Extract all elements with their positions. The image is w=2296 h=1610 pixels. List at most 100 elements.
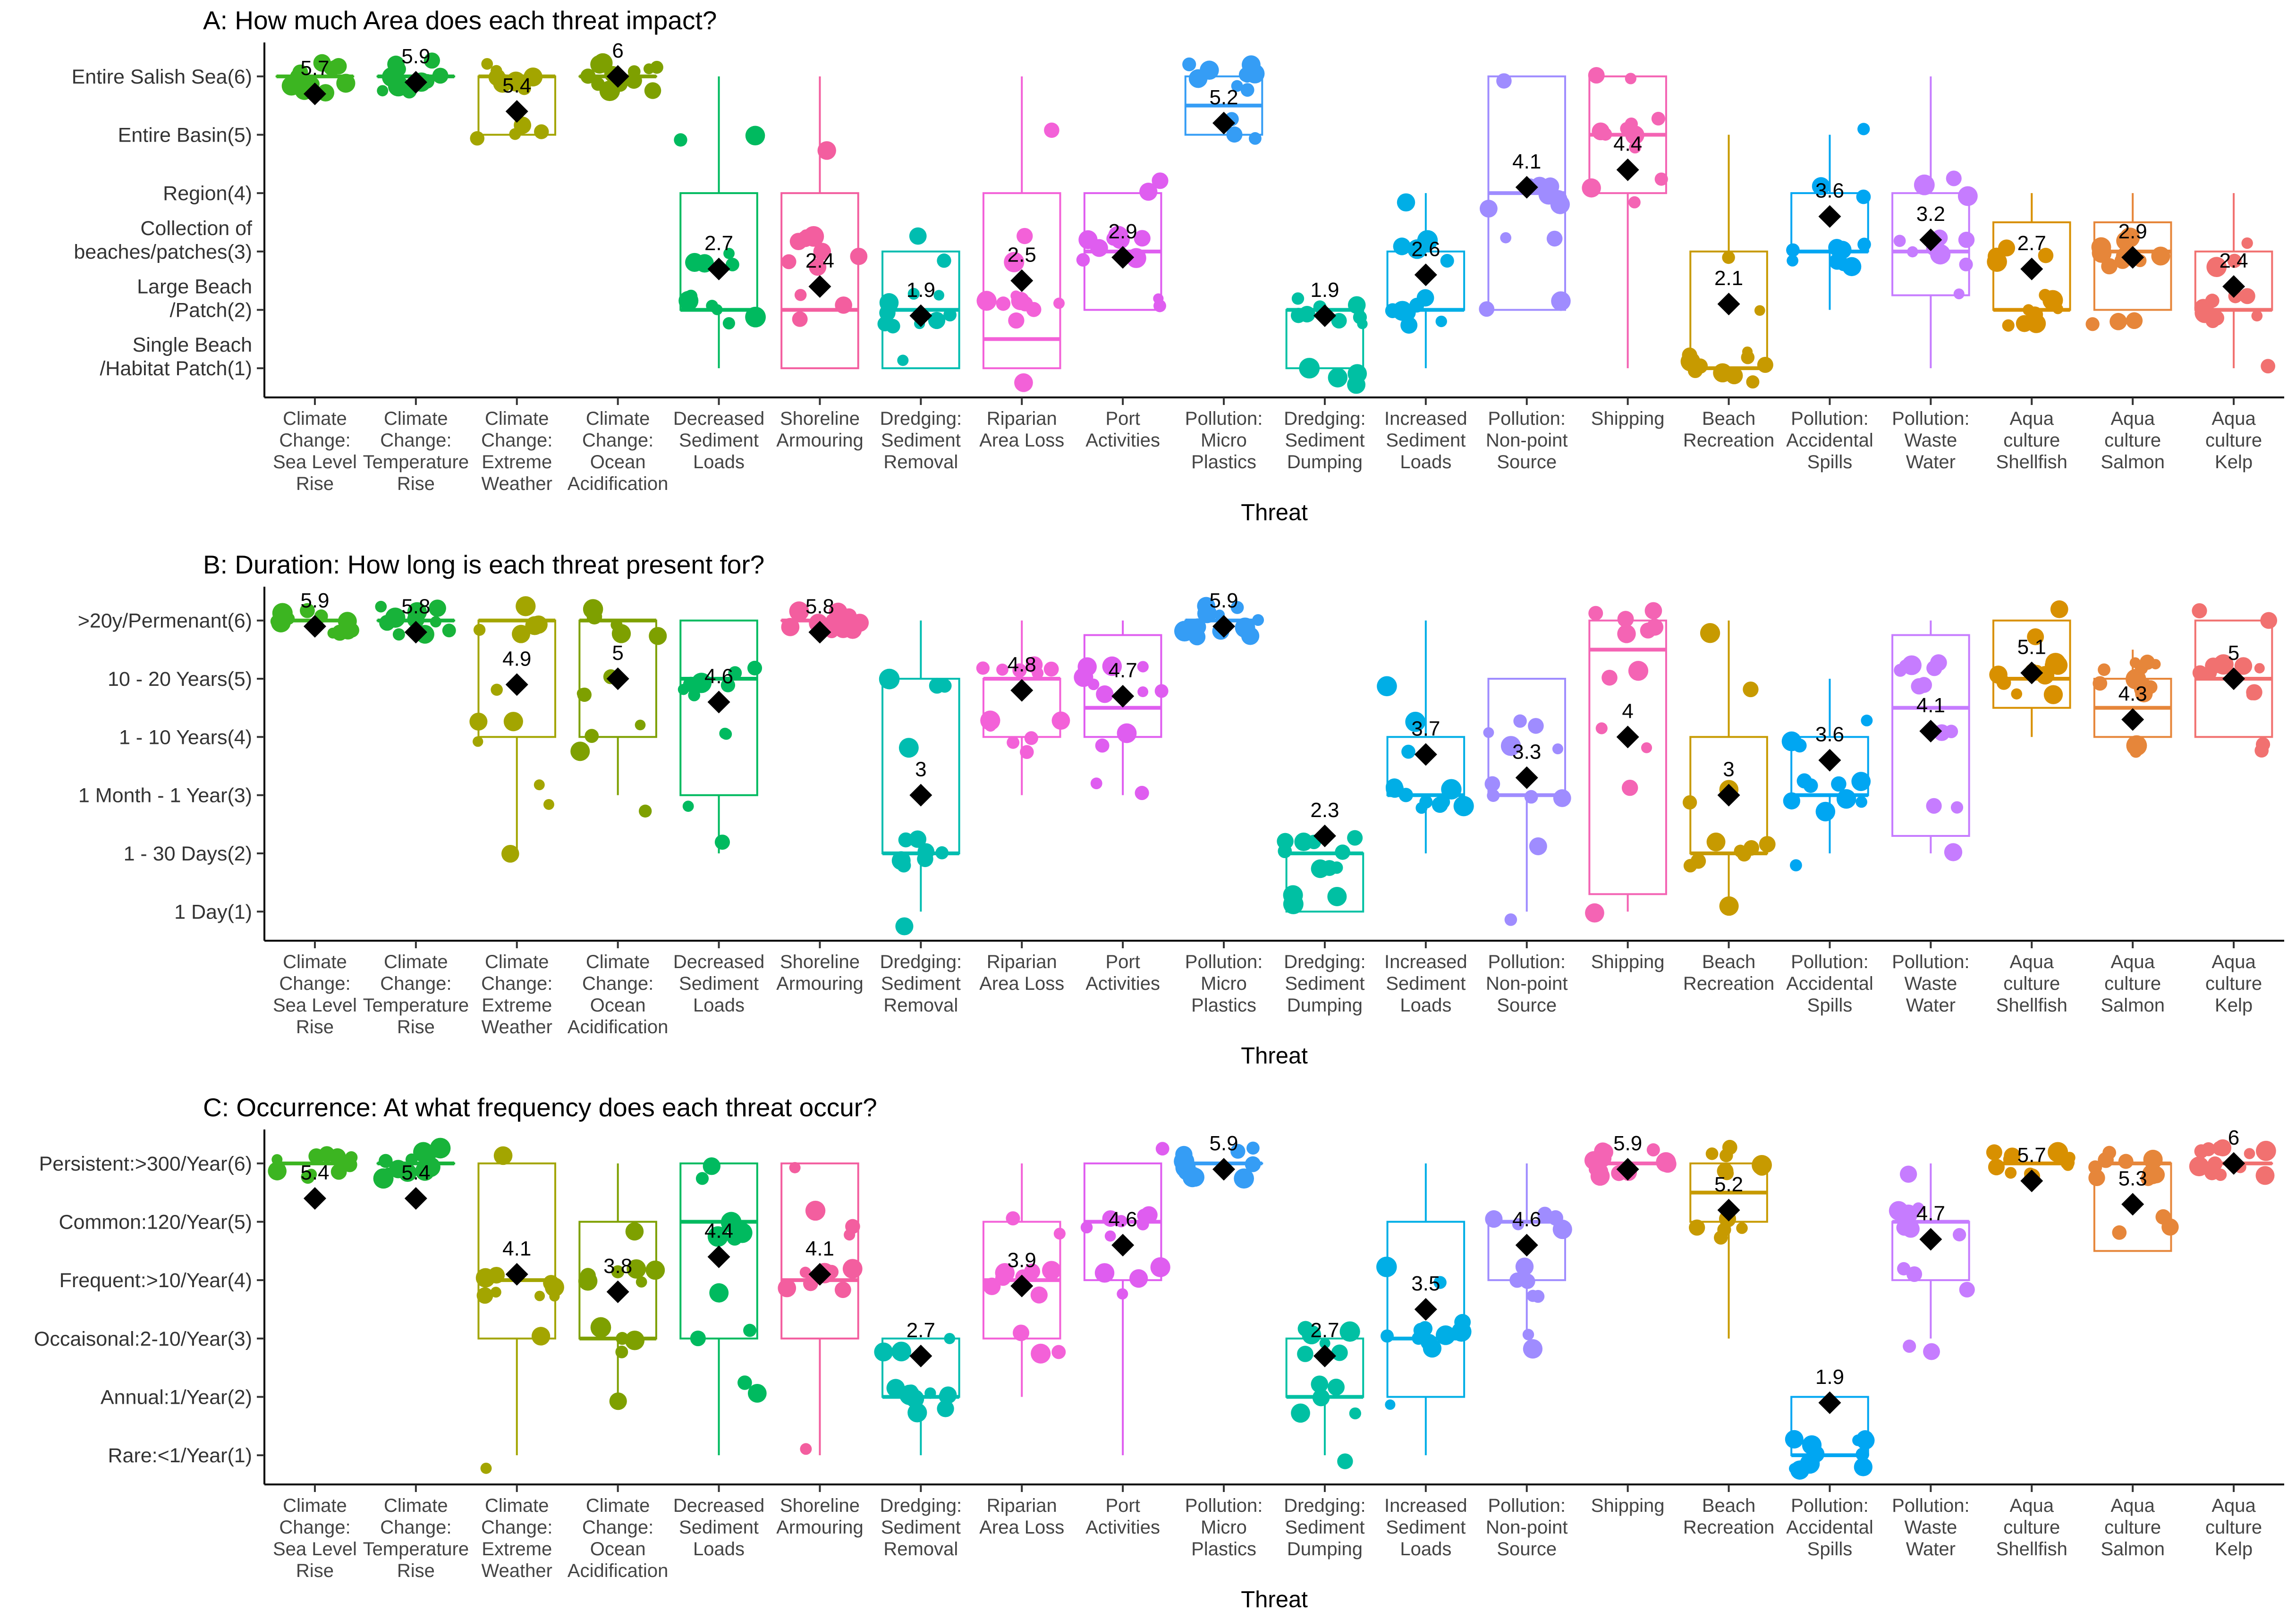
data-point <box>506 71 526 92</box>
data-point <box>879 293 899 312</box>
x-tick-label-line: Dredging: <box>1284 952 1365 972</box>
data-point <box>1102 1210 1119 1227</box>
data-point <box>723 248 735 259</box>
y-tick-label-line: 1 Month - 1 Year(3) <box>78 784 252 807</box>
x-tick-label: Pollution: Accidental Spills <box>1786 1495 1873 1559</box>
data-point <box>1137 661 1149 673</box>
x-tick-label-line: Ocean <box>590 452 646 472</box>
x-tick-label-line: Sediment <box>881 973 961 994</box>
data-point <box>377 85 389 97</box>
x-tick-label: Climate Change: Temperature Rise <box>363 1495 469 1581</box>
data-point <box>1736 1222 1748 1234</box>
data-point <box>1137 1208 1152 1223</box>
x-tick-label: Dredging: Sediment Dumping <box>1284 408 1365 472</box>
data-point <box>380 1173 391 1185</box>
data-point <box>534 124 549 139</box>
data-point <box>1528 718 1544 734</box>
x-tick-label-line: Recreation <box>1683 430 1774 451</box>
x-tick-label-line: Area Loss <box>979 430 1064 451</box>
data-point <box>2255 1166 2275 1185</box>
data-point <box>1319 1338 1330 1349</box>
mean-label: 3.3 <box>1512 741 1541 764</box>
x-tick-label-line: Change: <box>380 973 451 994</box>
data-point <box>2116 231 2136 251</box>
x-tick-label-line: culture <box>2205 430 2262 451</box>
mean-label: 4.4 <box>1613 133 1642 156</box>
mean-label: 3.7 <box>1411 717 1440 740</box>
data-point <box>1906 1266 1923 1282</box>
x-tick-label-line: Pollution: <box>1791 952 1869 972</box>
y-tick-label: Common:120/Year(5) <box>59 1211 252 1234</box>
data-point <box>1588 67 1605 84</box>
data-point <box>2143 1149 2163 1169</box>
data-point <box>1957 186 1978 206</box>
data-point <box>1855 796 1867 808</box>
data-point <box>714 835 730 850</box>
data-point <box>1743 681 1759 698</box>
data-point <box>516 596 536 616</box>
data-point <box>1137 686 1149 698</box>
x-tick-label-line: Rise <box>296 473 334 494</box>
data-point <box>1926 798 1942 814</box>
y-tick-label-line: Region(4) <box>163 182 252 205</box>
mean-label: 4.4 <box>704 1220 733 1243</box>
x-tick-label-line: Dredging: <box>880 952 962 972</box>
x-tick-label-line: Beach <box>1702 408 1755 429</box>
data-point <box>2209 310 2225 326</box>
data-point <box>722 1215 733 1226</box>
mean-marker <box>404 1187 427 1210</box>
mean-label: 4.9 <box>502 647 531 670</box>
data-point <box>1347 375 1366 394</box>
data-point <box>1588 606 1603 621</box>
data-point <box>2126 669 2146 690</box>
data-point <box>907 287 920 300</box>
x-tick-label-line: Change: <box>279 973 350 994</box>
data-point <box>1291 292 1305 305</box>
data-point <box>924 1387 936 1399</box>
data-point <box>289 68 309 87</box>
data-point <box>996 296 1011 311</box>
data-point <box>799 1266 811 1278</box>
x-tick-label: Shoreline Armouring <box>776 952 864 994</box>
data-point <box>1012 663 1027 678</box>
data-point <box>1700 623 1720 643</box>
data-point <box>976 291 997 311</box>
data-point <box>1546 230 1563 247</box>
x-tick-label: Increased Sediment Loads <box>1384 1495 1467 1559</box>
y-tick-label-line: /Habitat Patch(1) <box>100 357 252 380</box>
data-point <box>1987 247 2005 265</box>
mean-marker <box>2121 708 2144 731</box>
data-point <box>549 1291 560 1302</box>
mean-marker <box>1515 1233 1538 1256</box>
data-point <box>1754 305 1765 316</box>
mean-marker <box>707 257 730 280</box>
data-point <box>580 68 596 84</box>
x-tick-label-line: Climate <box>485 408 549 429</box>
data-point <box>1135 785 1149 801</box>
data-point <box>1741 350 1755 364</box>
mean-marker <box>404 621 427 644</box>
mean-marker <box>1212 615 1236 638</box>
data-point <box>1857 123 1870 135</box>
mean-marker <box>303 82 326 105</box>
mean-label: 2.9 <box>2118 220 2147 243</box>
data-point <box>1759 836 1776 853</box>
data-point <box>1051 711 1070 730</box>
data-point <box>789 1162 801 1173</box>
data-point <box>1523 1339 1543 1359</box>
box <box>780 1162 859 1340</box>
data-point <box>1076 253 1090 267</box>
data-point <box>2011 688 2023 700</box>
data-point <box>1903 1340 1916 1353</box>
data-point <box>1831 776 1847 792</box>
data-point <box>674 133 687 147</box>
x-tick-label-line: Shipping <box>1591 952 1665 972</box>
x-tick-label: Shipping <box>1591 1495 1665 1516</box>
x-tick-label-line: Climate <box>384 1495 448 1516</box>
data-point <box>529 615 548 634</box>
mean-marker <box>1818 1391 1841 1414</box>
x-tick-label-line: Kelp <box>2215 995 2253 1016</box>
data-point <box>1241 627 1260 645</box>
mean-marker <box>1313 304 1336 327</box>
data-point <box>1899 1165 1917 1183</box>
